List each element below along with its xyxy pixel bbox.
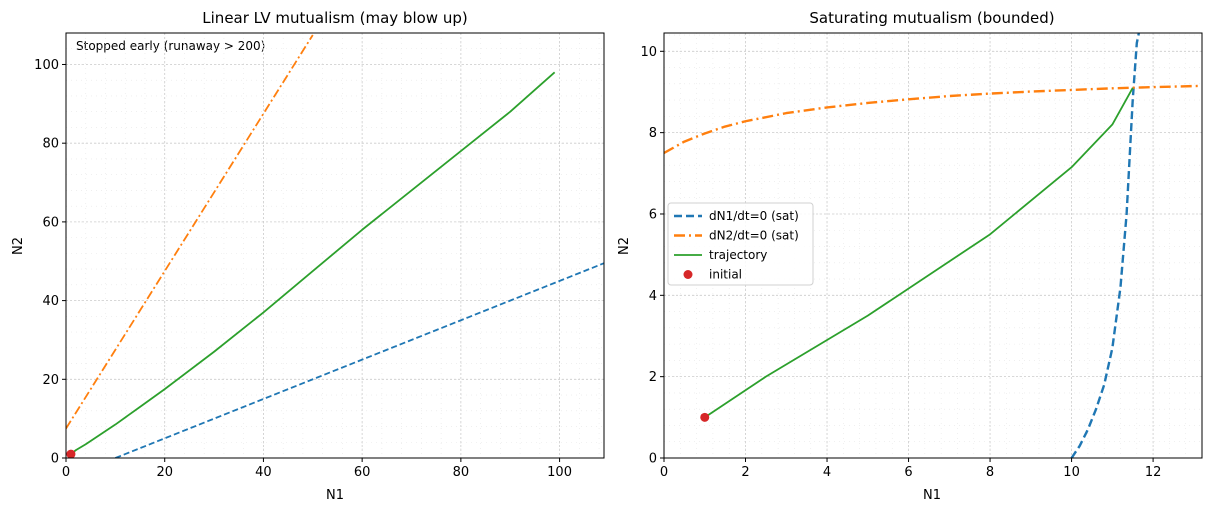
left-chart-frame — [65, 32, 605, 459]
right-chart-x-axis-label: N1 — [923, 488, 941, 503]
left-chart-series-n2_null — [66, 34, 314, 429]
left-chart-y-tick-label: 60 — [42, 215, 59, 230]
right-chart-legend-label: dN2/dt=0 (sat) — [709, 229, 799, 243]
left-chart-x-axis-label: N1 — [326, 488, 344, 503]
right-chart-plot-area — [664, 33, 1202, 458]
right-chart-series-n1_null — [1070, 33, 1141, 458]
left-chart-x-tick-label: 20 — [156, 465, 173, 480]
left-chart-title: Linear LV mutualism (may blow up) — [202, 9, 467, 27]
right-chart-y-tick-label: 10 — [640, 45, 657, 60]
left-chart-x-tick-label: 0 — [62, 465, 70, 480]
left-chart-y-tick-label: 100 — [34, 58, 59, 73]
right-chart-y-tick-label: 8 — [649, 126, 657, 141]
left-chart-point-initial — [66, 449, 76, 458]
right-chart-y-tick-label: 0 — [649, 452, 657, 467]
right-chart-legend-label: dN1/dt=0 (sat) — [709, 209, 799, 223]
left-chart-series-traj — [70, 71, 556, 455]
left-chart-x-tick-label: 40 — [255, 465, 272, 480]
left-chart-annotation: Stopped early (runaway > 200) — [76, 39, 265, 53]
left-chart-y-tick-label: 20 — [42, 373, 59, 388]
right-chart-point-initial — [700, 412, 710, 422]
right-chart-legend-swatch-initial — [683, 270, 693, 279]
left-chart-y-axis-label: N2 — [11, 237, 26, 255]
left-chart-y-tick-label: 0 — [51, 452, 59, 467]
right-chart-x-tick-label: 10 — [1063, 465, 1080, 480]
left-chart-y-tick-label: 80 — [42, 137, 59, 152]
right-chart-x-tick-label: 6 — [904, 465, 912, 480]
right-chart-x-tick-label: 2 — [741, 465, 749, 480]
left-chart-x-tick-label: 80 — [453, 465, 470, 480]
right-chart-y-tick-label: 6 — [649, 207, 657, 222]
right-chart-legend-label: initial — [709, 268, 742, 282]
right-chart-series-n2_null — [664, 84, 1202, 155]
left-chart-y-tick-label: 40 — [42, 294, 59, 309]
right-chart-x-tick-label: 0 — [660, 465, 668, 480]
right-chart-x-tick-label: 12 — [1145, 465, 1162, 480]
right-chart-y-tick-label: 4 — [649, 289, 657, 304]
left-chart-x-tick-label: 60 — [354, 465, 371, 480]
right-chart-legend-label: trajectory — [709, 248, 767, 262]
right-chart-x-tick-label: 4 — [823, 465, 831, 480]
left-chart-plot-area — [66, 34, 604, 458]
right-chart-x-tick-label: 8 — [986, 465, 994, 480]
right-chart-title: Saturating mutualism (bounded) — [809, 9, 1054, 27]
left-chart-grid — [65, 32, 604, 459]
right-chart-frame — [663, 32, 1203, 459]
left-chart-x-tick-label: 100 — [547, 465, 572, 480]
right-chart-panel: Saturating mutualism (bounded) N1 N2 0 2 4… — [617, 9, 1203, 503]
right-chart-legend-box — [667, 202, 814, 286]
right-chart-y-axis-label: N2 — [617, 237, 632, 255]
right-chart-series-traj — [704, 87, 1134, 419]
left-chart-panel: Linear LV mutualism (may blow up) N1 N2 … — [11, 9, 605, 503]
left-chart-series-n1_null — [115, 262, 604, 458]
right-chart-legend: dN1/dt=0 (sat) dN2/dt=0 (sat) trajectory in… — [667, 202, 814, 286]
right-chart-y-tick-label: 2 — [649, 370, 657, 385]
